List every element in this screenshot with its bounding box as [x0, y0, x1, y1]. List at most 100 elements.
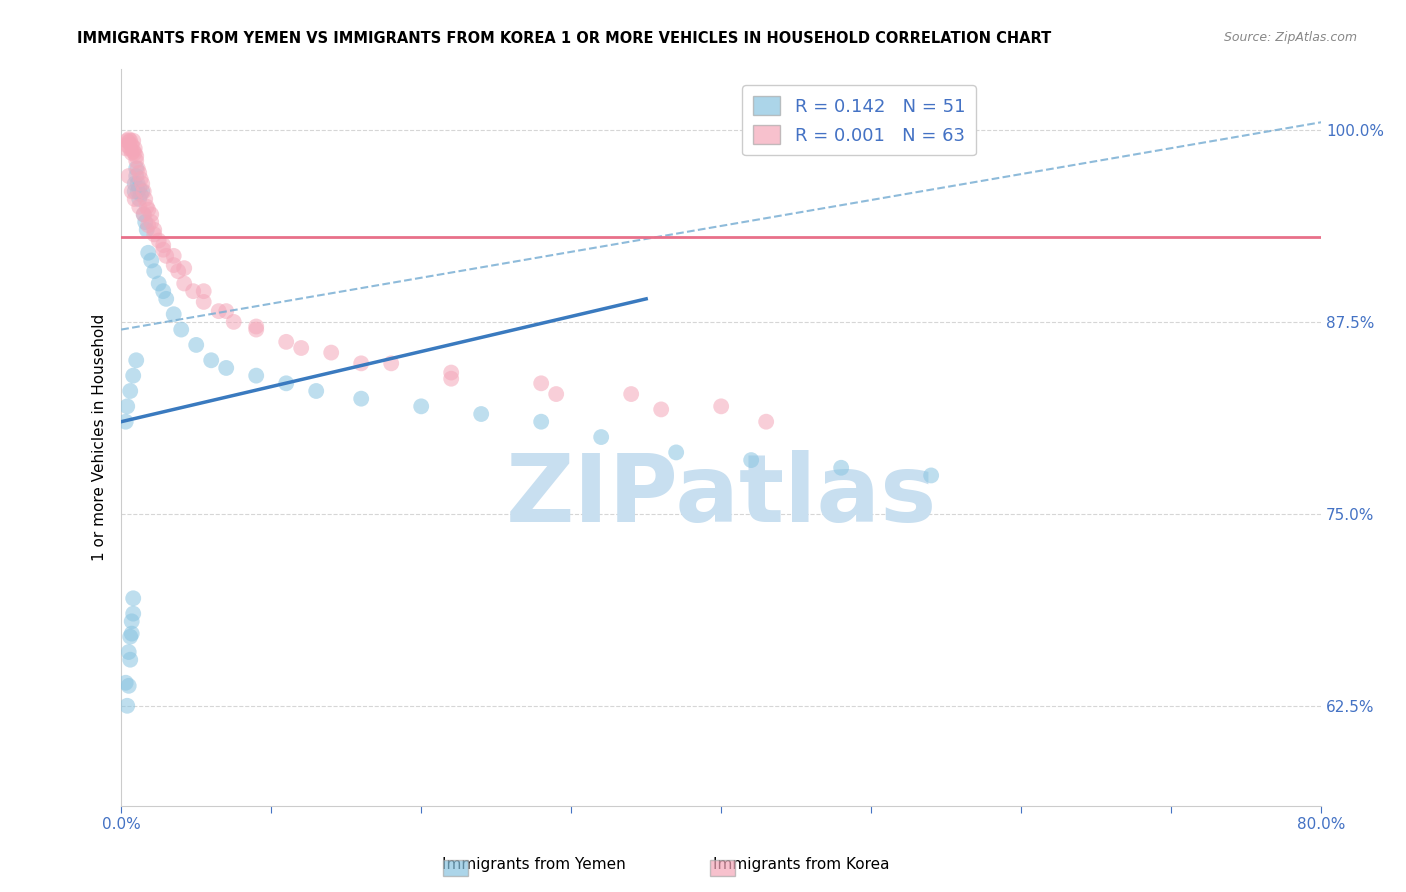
Point: [118, 169, 141, 183]
Point: [134, 192, 156, 206]
Point: [125, 153, 148, 168]
Point: [143, 227, 166, 242]
Point: [163, 307, 186, 321]
Point: [122, 134, 145, 148]
Point: [114, 675, 136, 690]
Point: [124, 192, 146, 206]
Text: Immigrants from Yemen: Immigrants from Yemen: [443, 857, 626, 872]
Point: [131, 177, 153, 191]
Point: [200, 353, 222, 368]
Point: [115, 698, 138, 713]
Point: [127, 185, 149, 199]
Point: [920, 468, 942, 483]
Point: [470, 407, 492, 421]
Point: [121, 185, 143, 199]
Point: [118, 135, 141, 149]
Point: [122, 591, 145, 606]
Point: [125, 169, 148, 183]
Point: [120, 630, 142, 644]
Point: [380, 356, 402, 370]
Point: [127, 177, 149, 191]
Point: [135, 200, 157, 214]
Point: [665, 445, 688, 459]
Legend: R = 0.142   N = 51, R = 0.001   N = 63: R = 0.142 N = 51, R = 0.001 N = 63: [742, 85, 976, 155]
Point: [530, 415, 553, 429]
Point: [125, 149, 148, 163]
Text: Immigrants from Korea: Immigrants from Korea: [713, 857, 890, 872]
Point: [143, 223, 166, 237]
Point: [120, 653, 142, 667]
Point: [163, 258, 186, 272]
Point: [121, 615, 143, 629]
Point: [115, 138, 138, 153]
Point: [114, 415, 136, 429]
Point: [411, 400, 433, 414]
Point: [193, 284, 215, 298]
Point: [122, 368, 145, 383]
Point: [710, 400, 733, 414]
Point: [155, 292, 177, 306]
Point: [129, 187, 152, 202]
Point: [118, 132, 141, 146]
Point: [120, 141, 142, 155]
Point: [181, 284, 204, 298]
Point: [152, 284, 174, 298]
Point: [124, 185, 146, 199]
Point: [129, 172, 152, 186]
Point: [120, 134, 142, 148]
Point: [830, 460, 852, 475]
Point: [305, 384, 328, 398]
Point: [122, 607, 145, 621]
Point: [128, 181, 150, 195]
Point: [122, 145, 145, 159]
Point: [134, 215, 156, 229]
Point: [141, 215, 163, 229]
Point: [650, 402, 672, 417]
Point: [125, 161, 148, 176]
Point: [186, 338, 208, 352]
Point: [755, 415, 778, 429]
Point: [152, 238, 174, 252]
Point: [350, 356, 373, 370]
Point: [141, 207, 163, 221]
Point: [136, 245, 159, 260]
Point: [114, 141, 136, 155]
Point: [173, 261, 195, 276]
Point: [245, 368, 267, 383]
Point: [193, 294, 215, 309]
Point: [321, 345, 343, 359]
Point: [163, 249, 186, 263]
Point: [136, 218, 159, 232]
Point: [128, 192, 150, 206]
Point: [620, 387, 643, 401]
Point: [121, 626, 143, 640]
Point: [215, 361, 238, 376]
Text: ZIPatlas: ZIPatlas: [506, 450, 936, 542]
Point: [546, 387, 568, 401]
Text: Source: ZipAtlas.com: Source: ZipAtlas.com: [1223, 31, 1357, 45]
Point: [115, 400, 138, 414]
Point: [167, 264, 190, 278]
Point: [121, 138, 143, 153]
Point: [131, 185, 153, 199]
Point: [118, 679, 141, 693]
Point: [152, 243, 174, 257]
Point: [440, 366, 463, 380]
Point: [118, 645, 141, 659]
Point: [222, 315, 245, 329]
Point: [132, 207, 155, 221]
Point: [530, 376, 553, 391]
Point: [127, 161, 149, 176]
Point: [155, 249, 177, 263]
Point: [173, 277, 195, 291]
Point: [120, 384, 142, 398]
Point: [245, 322, 267, 336]
Point: [132, 185, 155, 199]
Point: [125, 353, 148, 368]
Point: [128, 200, 150, 214]
Point: [121, 145, 143, 160]
Point: [170, 322, 193, 336]
Y-axis label: 1 or more Vehicles in Household: 1 or more Vehicles in Household: [93, 313, 107, 561]
Point: [148, 234, 170, 248]
Point: [124, 145, 146, 160]
